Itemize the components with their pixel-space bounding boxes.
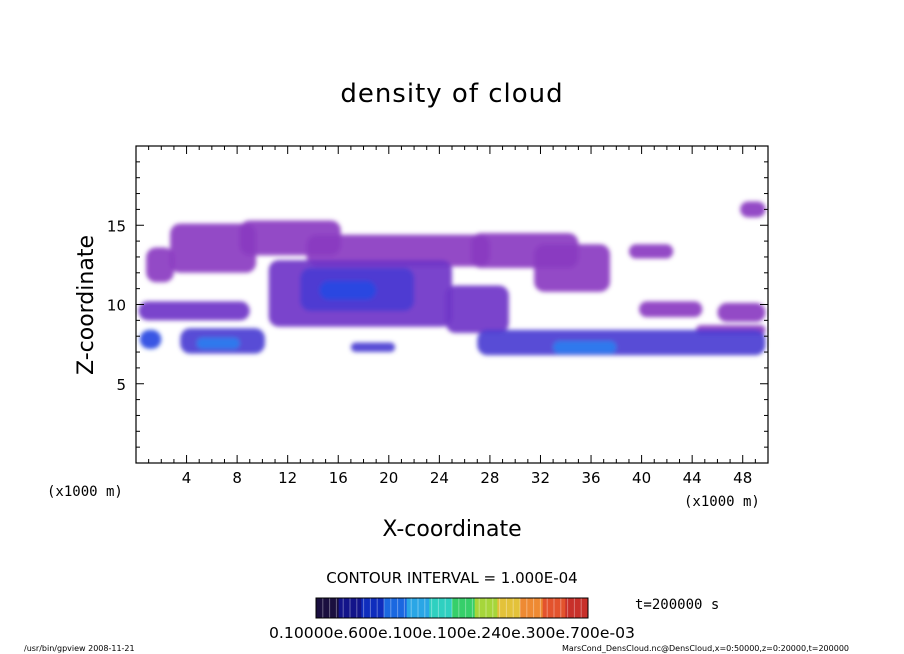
time-label: t=200000 s bbox=[635, 597, 719, 613]
cloud-region bbox=[139, 329, 162, 349]
cloud-region bbox=[138, 301, 250, 321]
x-tick-labels: 4 8 12 16 20 24 28 32 36 40 44 48 bbox=[182, 469, 752, 487]
colorbar-swatch bbox=[474, 598, 498, 618]
x-tick-label: 8 bbox=[232, 469, 242, 487]
y-tick-label: 5 bbox=[116, 376, 126, 394]
cloud-region bbox=[306, 234, 490, 267]
colorbar-tick-labels: 0.10000e.600e.100e.100e.240e.300e.700e-0… bbox=[269, 624, 635, 642]
colorbar-swatch bbox=[406, 598, 430, 618]
cloud-region bbox=[146, 247, 174, 283]
colorbar-frame bbox=[315, 597, 589, 619]
x-unit-right: (x1000 m) bbox=[684, 494, 760, 510]
x-axis-label: X-coordinate bbox=[382, 517, 521, 542]
x-tick-label: 44 bbox=[683, 469, 702, 487]
colorbar bbox=[315, 598, 589, 618]
colorbar-swatch bbox=[542, 598, 566, 618]
colorbar-swatch bbox=[384, 598, 408, 618]
axis-ticks bbox=[136, 146, 768, 463]
cloud-region bbox=[553, 340, 617, 354]
x-tick-label: 16 bbox=[329, 469, 348, 487]
cloud-region bbox=[639, 301, 703, 318]
cloud-field bbox=[138, 201, 766, 356]
x-tick-label: 48 bbox=[733, 469, 752, 487]
x-unit-left: (x1000 m) bbox=[47, 484, 123, 500]
cloud-region bbox=[717, 302, 766, 322]
y-tick-label: 15 bbox=[107, 217, 126, 235]
cloud-region bbox=[534, 244, 610, 292]
y-tick-label: 10 bbox=[107, 297, 126, 315]
x-tick-label: 12 bbox=[278, 469, 297, 487]
y-tick-labels: 5 10 15 bbox=[107, 217, 126, 394]
cloud-region bbox=[628, 244, 674, 259]
footer-left: /usr/bin/gpview 2008-11-21 bbox=[24, 644, 135, 653]
contour-interval-label: CONTOUR INTERVAL = 1.000E-04 bbox=[326, 569, 577, 587]
x-tick-label: 32 bbox=[531, 469, 550, 487]
cloud-region bbox=[196, 337, 240, 349]
x-tick-label: 36 bbox=[581, 469, 600, 487]
colorbar-swatch bbox=[316, 598, 340, 618]
footer-right: MarsCond_DensCloud.nc@DensCloud,x=0:5000… bbox=[562, 644, 849, 653]
cloud-region bbox=[740, 201, 766, 218]
cloud-region bbox=[477, 329, 766, 356]
colorbar-swatch bbox=[520, 598, 544, 618]
colorbar-swatch bbox=[338, 598, 362, 618]
cloud-region bbox=[350, 342, 396, 353]
x-tick-label: 20 bbox=[379, 469, 398, 487]
chart-title: density of cloud bbox=[340, 79, 563, 109]
colorbar-swatch bbox=[361, 598, 385, 618]
cloud-region bbox=[445, 285, 509, 334]
x-tick-label: 4 bbox=[182, 469, 192, 487]
y-axis-label: Z-coordinate bbox=[74, 235, 99, 375]
cloud-region bbox=[319, 280, 377, 300]
x-tick-label: 28 bbox=[480, 469, 499, 487]
colorbar-swatch bbox=[565, 598, 589, 618]
x-tick-label: 40 bbox=[632, 469, 651, 487]
colorbar-swatch bbox=[497, 598, 521, 618]
colorbar-swatch bbox=[452, 598, 476, 618]
colorbar-swatch bbox=[429, 598, 453, 618]
x-tick-label: 24 bbox=[430, 469, 449, 487]
cloud-region bbox=[170, 223, 257, 273]
